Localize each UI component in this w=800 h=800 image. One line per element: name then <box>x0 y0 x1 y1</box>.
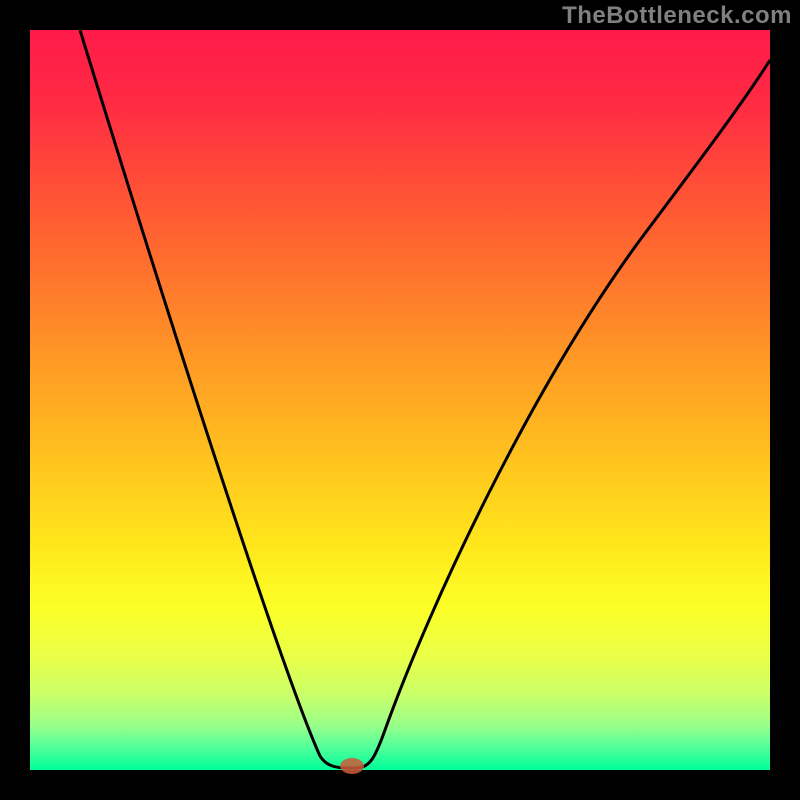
minimum-marker <box>340 758 364 774</box>
plot-area <box>30 30 770 770</box>
bottleneck-chart <box>0 0 800 800</box>
watermark-text: TheBottleneck.com <box>562 2 792 30</box>
chart-container: TheBottleneck.com <box>0 0 800 800</box>
